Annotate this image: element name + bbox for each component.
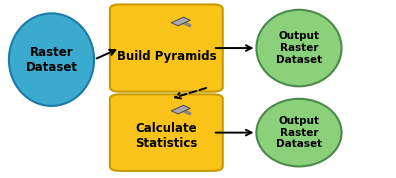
FancyBboxPatch shape <box>110 4 223 92</box>
Ellipse shape <box>257 10 342 86</box>
Text: Build Pyramids: Build Pyramids <box>116 50 216 64</box>
Ellipse shape <box>9 13 94 106</box>
Text: Output
Raster
Dataset: Output Raster Dataset <box>276 116 322 149</box>
Ellipse shape <box>257 99 342 166</box>
Polygon shape <box>171 17 190 26</box>
Text: Raster
Dataset: Raster Dataset <box>25 46 78 74</box>
Text: Output
Raster
Dataset: Output Raster Dataset <box>276 32 322 65</box>
Polygon shape <box>171 105 190 114</box>
FancyBboxPatch shape <box>110 94 223 171</box>
Text: Calculate
Statistics: Calculate Statistics <box>135 122 198 150</box>
